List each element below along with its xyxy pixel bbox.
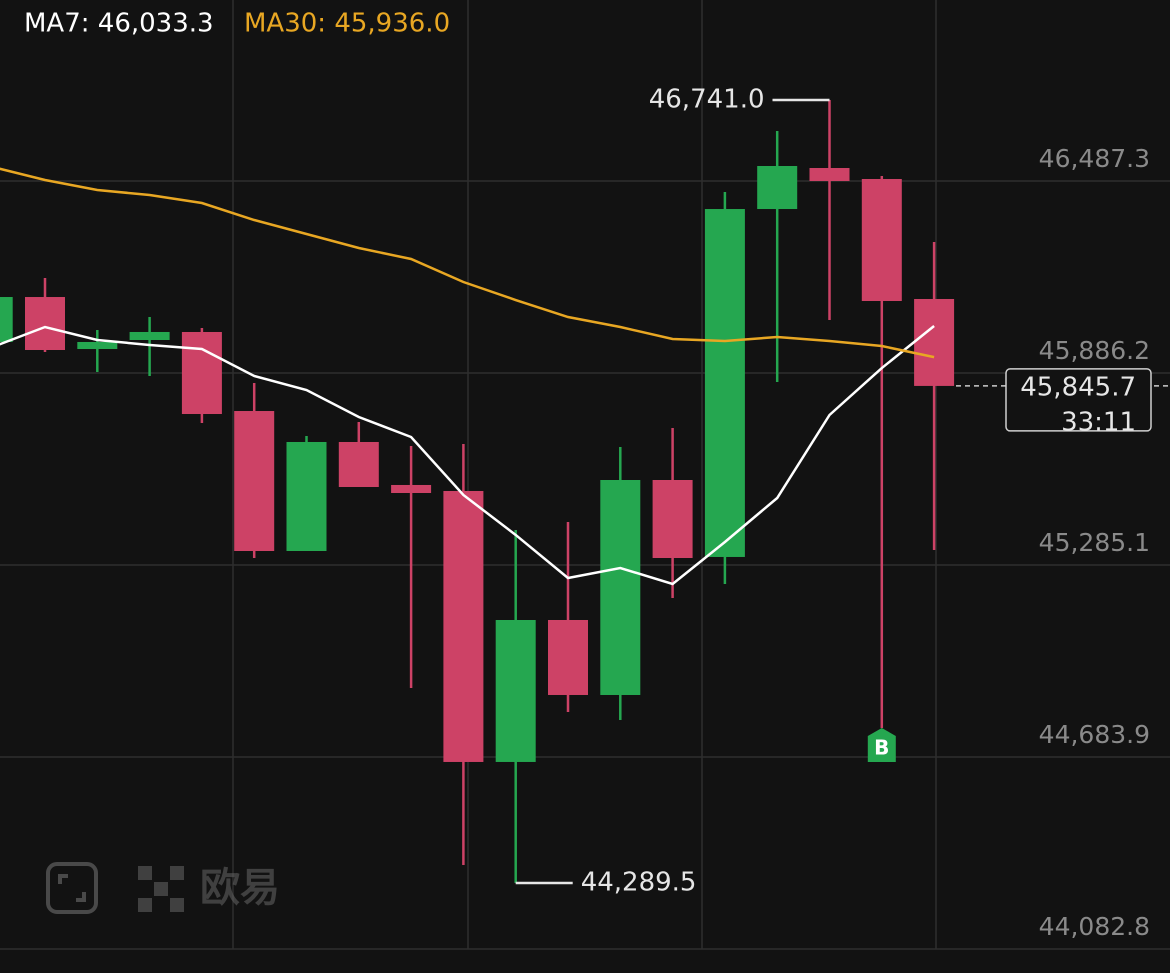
candle-body (495, 619, 536, 762)
countdown-label: 33:11 (1061, 407, 1136, 437)
candle-body (129, 331, 170, 341)
candle-body (181, 331, 222, 415)
legend-ma7: MA7: 46,033.3 (24, 9, 214, 39)
candle-body (25, 297, 65, 351)
low-label: 44,289.5 (581, 867, 697, 897)
buy-marker-label: B (874, 735, 889, 759)
candle-body (652, 480, 693, 558)
legend-ma30: MA30: 45,936.0 (244, 9, 450, 39)
current-price-box (1005, 368, 1152, 432)
current-price-label: 45,845.7 (1020, 372, 1136, 402)
candle-body (861, 178, 902, 302)
watermark: 欧易 (46, 862, 280, 914)
ma-line (0, 325, 935, 586)
y-tick-label: 44,082.8 (1039, 912, 1150, 941)
buy-marker (867, 727, 896, 762)
candle-body (443, 490, 484, 762)
candle-body (914, 298, 955, 386)
candle-body (757, 165, 798, 210)
candle-body (548, 619, 588, 695)
ma-line (0, 167, 935, 359)
candle-body (0, 297, 13, 342)
y-tick-label: 46,487.3 (1039, 144, 1150, 173)
fullscreen-icon[interactable] (46, 862, 98, 914)
plot: 46,741.0 44,289.5 45,845.7 33:11 B (0, 84, 1170, 897)
candle-body (600, 480, 641, 695)
y-tick-label: 45,886.2 (1039, 336, 1150, 365)
logo-text: 欧易 (200, 865, 280, 911)
high-label: 46,741.0 (649, 84, 765, 114)
candle-body (77, 341, 118, 350)
candle-body (704, 209, 745, 557)
logo-mark (138, 866, 184, 912)
candle-body (338, 441, 379, 487)
candle-body (286, 441, 327, 552)
candle-body (809, 168, 850, 182)
fullscreen-icon-arrows (58, 874, 86, 902)
grid: 46,487.3 45,886.2 45,285.1 44,683.9 44,082.8 (0, 144, 1170, 950)
vertical-grid (232, 0, 937, 949)
y-tick-label: 44,683.9 (1039, 720, 1150, 749)
candle-body (234, 411, 275, 552)
y-tick-label: 45,285.1 (1039, 528, 1150, 557)
candle-body (391, 484, 432, 493)
